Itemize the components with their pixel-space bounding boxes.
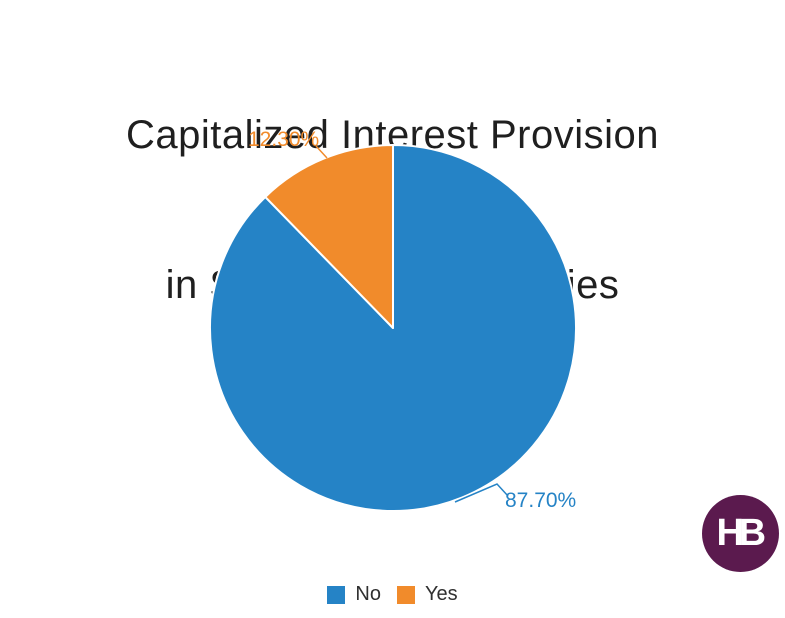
slice-value-label-no: 87.70%	[505, 489, 577, 512]
legend: No Yes	[0, 583, 785, 606]
hb-logo-text: HB	[716, 512, 766, 554]
legend-label-yes: Yes	[424, 583, 458, 605]
leader-line-yes	[315, 145, 328, 159]
hb-logo: HB	[702, 495, 779, 572]
legend-swatch-yes	[396, 585, 415, 604]
slice-value-label-yes: 12.30%	[248, 128, 320, 151]
leader-line-no	[454, 483, 509, 503]
legend-swatch-no	[327, 585, 346, 604]
chart-title-line-1: Capitalized Interest Provision	[125, 113, 660, 157]
legend-item-yes[interactable]: Yes	[396, 583, 458, 606]
legend-label-no: No	[355, 583, 381, 605]
legend-item-no[interactable]: No	[327, 583, 381, 606]
pie-slice-yes[interactable]	[264, 144, 394, 329]
